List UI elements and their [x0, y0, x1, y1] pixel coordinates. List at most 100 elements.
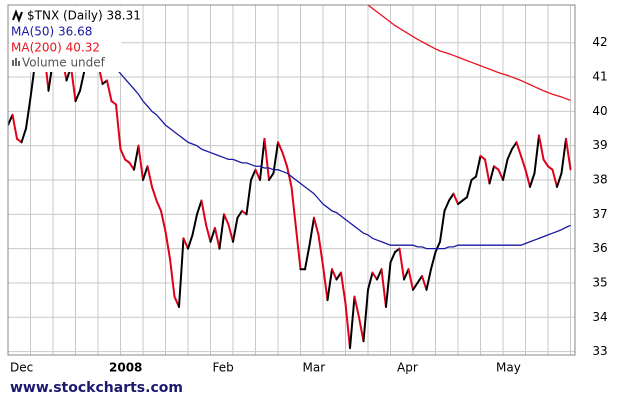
legend-icon — [12, 60, 14, 66]
price-segment — [286, 165, 293, 188]
price-segment — [452, 192, 459, 206]
price-segment — [551, 168, 558, 188]
price-segment — [538, 134, 545, 161]
price-segment — [187, 233, 194, 250]
price-segment — [511, 141, 518, 151]
price-segment — [151, 185, 158, 202]
ma-line — [367, 5, 571, 101]
price-segment — [25, 96, 32, 130]
price-segment — [313, 216, 320, 236]
price-segment — [434, 240, 441, 254]
price-segment — [497, 168, 504, 181]
volume-label: Volume undef — [22, 56, 106, 70]
legend-entry: $TNX (Daily) 38.31 — [27, 9, 141, 23]
legend-icon — [15, 58, 17, 66]
price-segment — [119, 148, 126, 161]
y-tick-label: 39 — [592, 138, 607, 152]
price-segment — [20, 127, 27, 144]
price-segment — [155, 199, 162, 212]
price-segment — [488, 165, 495, 185]
x-tick-label: Mar — [303, 361, 326, 375]
price-segment — [196, 199, 203, 216]
price-segment — [439, 209, 446, 243]
price-segment — [200, 199, 207, 226]
price-segment — [164, 230, 171, 260]
price-segment — [506, 148, 513, 161]
price-segment — [245, 179, 252, 216]
price-segment — [277, 141, 284, 154]
y-tick-label: 38 — [592, 173, 607, 187]
price-segment — [8, 113, 14, 127]
y-tick-label: 41 — [592, 70, 607, 84]
ma-line — [97, 45, 571, 250]
price-segment — [403, 268, 410, 281]
y-tick-label: 40 — [592, 104, 607, 118]
price-segment — [475, 154, 482, 178]
price-segment — [178, 237, 185, 308]
price-segment — [448, 192, 455, 202]
price-segment — [263, 137, 270, 181]
price-segment — [268, 172, 275, 181]
price-segment — [308, 216, 315, 247]
price-segment — [232, 216, 239, 243]
price-segment — [236, 209, 243, 219]
price-segment — [205, 223, 212, 243]
price-segment — [223, 213, 230, 226]
price-segment — [398, 247, 405, 281]
price-segment — [290, 185, 297, 230]
price-segment — [79, 69, 86, 92]
plot-frame — [7, 4, 576, 356]
price-segment — [362, 288, 369, 343]
price-segment — [560, 137, 567, 175]
price-segment — [515, 141, 522, 157]
price-segment — [556, 172, 563, 188]
price-segment — [182, 237, 189, 250]
price-segment — [425, 268, 432, 291]
y-tick-label: 42 — [592, 35, 607, 49]
price-segment — [542, 158, 549, 168]
price-segment — [340, 271, 347, 305]
price-segment — [358, 316, 365, 343]
price-segment — [565, 137, 572, 171]
price-segment — [380, 268, 387, 308]
price-segment — [529, 172, 536, 188]
price-segment — [11, 113, 18, 140]
price-segment — [227, 223, 234, 243]
price-segment — [322, 264, 329, 302]
price-segment — [191, 213, 198, 236]
price-segment — [412, 281, 419, 291]
price-segment — [146, 165, 153, 188]
price-segment — [484, 158, 491, 185]
price-segment — [367, 271, 374, 291]
legend: $TNX (Daily) 38.31 MA(50) 36.68 MA(200) … — [9, 6, 141, 72]
price-segment — [371, 271, 378, 281]
price-segment — [304, 244, 311, 271]
legend-entry: MA(50) 36.68 — [11, 25, 92, 39]
price-segment — [466, 179, 473, 199]
price-segment — [502, 158, 509, 181]
x-tick-label: Dec — [10, 361, 33, 375]
x-tick-label: May — [496, 361, 521, 375]
price-segment — [520, 154, 527, 171]
price-segment — [259, 137, 266, 181]
y-tick-label: 34 — [592, 310, 607, 324]
price-segment — [353, 295, 360, 319]
price-segment — [133, 144, 140, 171]
y-tick-label: 37 — [592, 207, 607, 221]
price-segment — [416, 275, 423, 284]
y-tick-label: 33 — [592, 344, 607, 358]
price-segment — [115, 103, 122, 151]
price-segment — [218, 213, 225, 250]
price-segment — [443, 199, 450, 212]
price-segment — [209, 227, 216, 243]
price-segment — [295, 227, 302, 271]
price-segment — [389, 251, 396, 264]
price-segment — [385, 261, 392, 308]
x-tick-label: Apr — [397, 361, 418, 375]
price-segment — [326, 268, 333, 302]
price-segment — [331, 268, 338, 281]
price-segment — [142, 165, 149, 181]
legend-icon — [12, 9, 23, 23]
price-segment — [421, 275, 428, 291]
